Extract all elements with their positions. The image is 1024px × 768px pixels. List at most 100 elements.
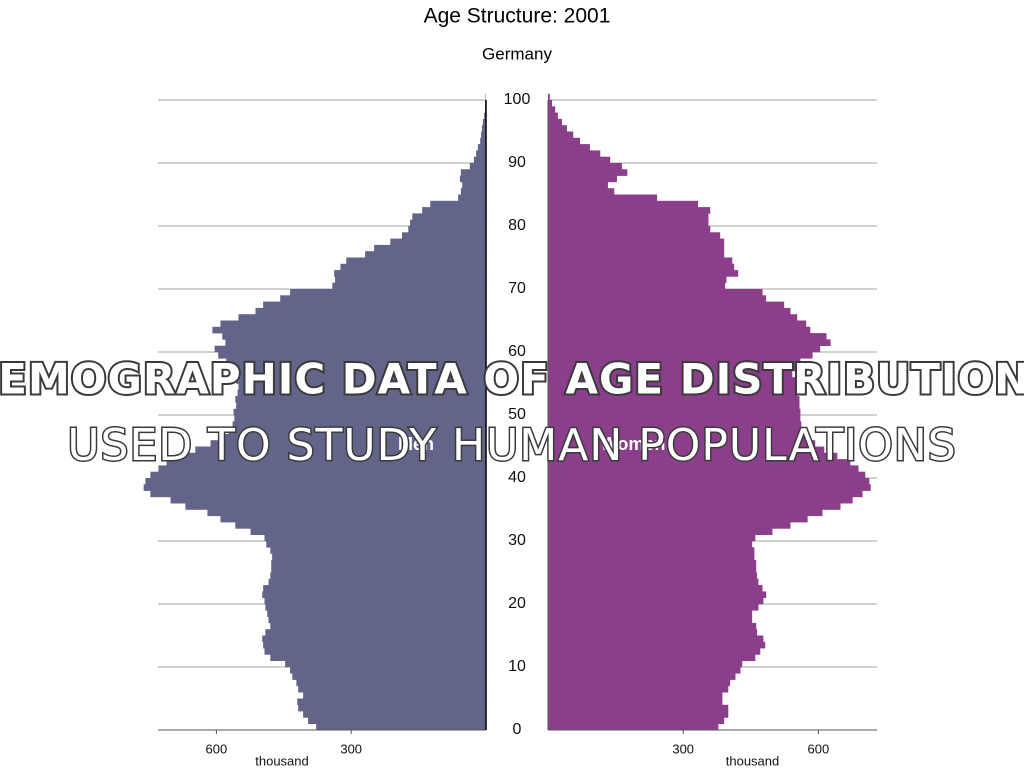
bar (228, 427, 486, 435)
bar (236, 377, 486, 384)
bar (548, 433, 809, 441)
bar (548, 352, 813, 359)
bar (548, 364, 796, 372)
bar (263, 585, 486, 592)
bar (548, 622, 757, 630)
bar (548, 175, 617, 183)
subheadline: USED TO STUDY HUMAN POPULATIONS (67, 420, 956, 471)
bar (548, 389, 798, 397)
bar (548, 345, 821, 353)
bar (548, 219, 709, 227)
bar (548, 528, 773, 535)
bar (267, 610, 486, 617)
bar (263, 301, 486, 309)
bar (548, 541, 753, 548)
bar (214, 345, 486, 353)
bar (266, 541, 486, 548)
bar (548, 257, 733, 265)
bar (458, 194, 486, 202)
bar (548, 144, 590, 151)
bar (548, 547, 755, 554)
bar (271, 559, 486, 567)
y-tick-label: 90 (508, 154, 526, 171)
bar (460, 188, 486, 195)
bar (548, 125, 567, 132)
bar (222, 433, 486, 441)
bar (263, 641, 486, 649)
bar (548, 553, 755, 561)
bar (548, 276, 727, 283)
x-axis-label: thousand (726, 753, 780, 768)
bar (430, 200, 486, 208)
bar (308, 717, 486, 724)
bar (548, 465, 859, 472)
bar (548, 522, 791, 529)
bar (548, 100, 553, 107)
bar (548, 559, 757, 567)
bar (548, 566, 757, 573)
bar (280, 295, 486, 302)
bar (296, 679, 486, 687)
bar (548, 181, 608, 189)
bar (548, 667, 741, 674)
bar (548, 156, 611, 164)
bar (548, 320, 807, 328)
bar (303, 711, 486, 718)
bar (233, 408, 486, 416)
bar (303, 692, 486, 699)
bar (548, 585, 763, 592)
bar (150, 490, 487, 498)
bar (548, 459, 851, 466)
bar (235, 396, 486, 403)
bar (548, 629, 758, 636)
y-tick-label: 10 (508, 658, 526, 675)
bar (422, 207, 486, 214)
bar (484, 112, 486, 120)
bar (262, 591, 486, 598)
x-tick-label: 600 (808, 741, 830, 756)
bar (218, 352, 486, 359)
bar (334, 270, 486, 277)
bar (298, 704, 486, 712)
bar (232, 364, 486, 372)
bar (210, 440, 486, 447)
y-tick-label: 30 (508, 532, 526, 549)
bar (462, 181, 486, 189)
bar (264, 534, 486, 542)
bar (477, 144, 486, 151)
bar (270, 547, 486, 554)
y-tick-label: 100 (504, 91, 531, 108)
bar (548, 358, 801, 365)
bar (482, 118, 486, 126)
bar (548, 597, 764, 605)
bar (548, 333, 827, 340)
y-tick-label: 40 (508, 469, 526, 486)
bar (548, 238, 725, 246)
bar (548, 446, 825, 454)
bar (548, 396, 800, 403)
bar (548, 503, 841, 510)
bar (166, 459, 486, 466)
bar (365, 251, 486, 258)
series-label: Women (601, 434, 666, 454)
bar (548, 692, 723, 699)
bar (548, 591, 767, 598)
x-tick-label: 600 (206, 741, 228, 756)
bar (548, 572, 758, 580)
bar (548, 383, 798, 391)
chart-subtitle: Germany (482, 44, 552, 63)
bar (332, 282, 486, 290)
bar (235, 522, 486, 529)
y-tick-label: 0 (513, 721, 522, 738)
bar (548, 604, 759, 611)
bar (548, 131, 574, 139)
bar (481, 131, 486, 139)
bar (548, 421, 802, 428)
bar (548, 289, 763, 296)
x-tick-label: 300 (340, 741, 362, 756)
bar (232, 421, 486, 428)
bar (145, 478, 486, 485)
bar (460, 169, 486, 176)
bar (290, 667, 486, 674)
